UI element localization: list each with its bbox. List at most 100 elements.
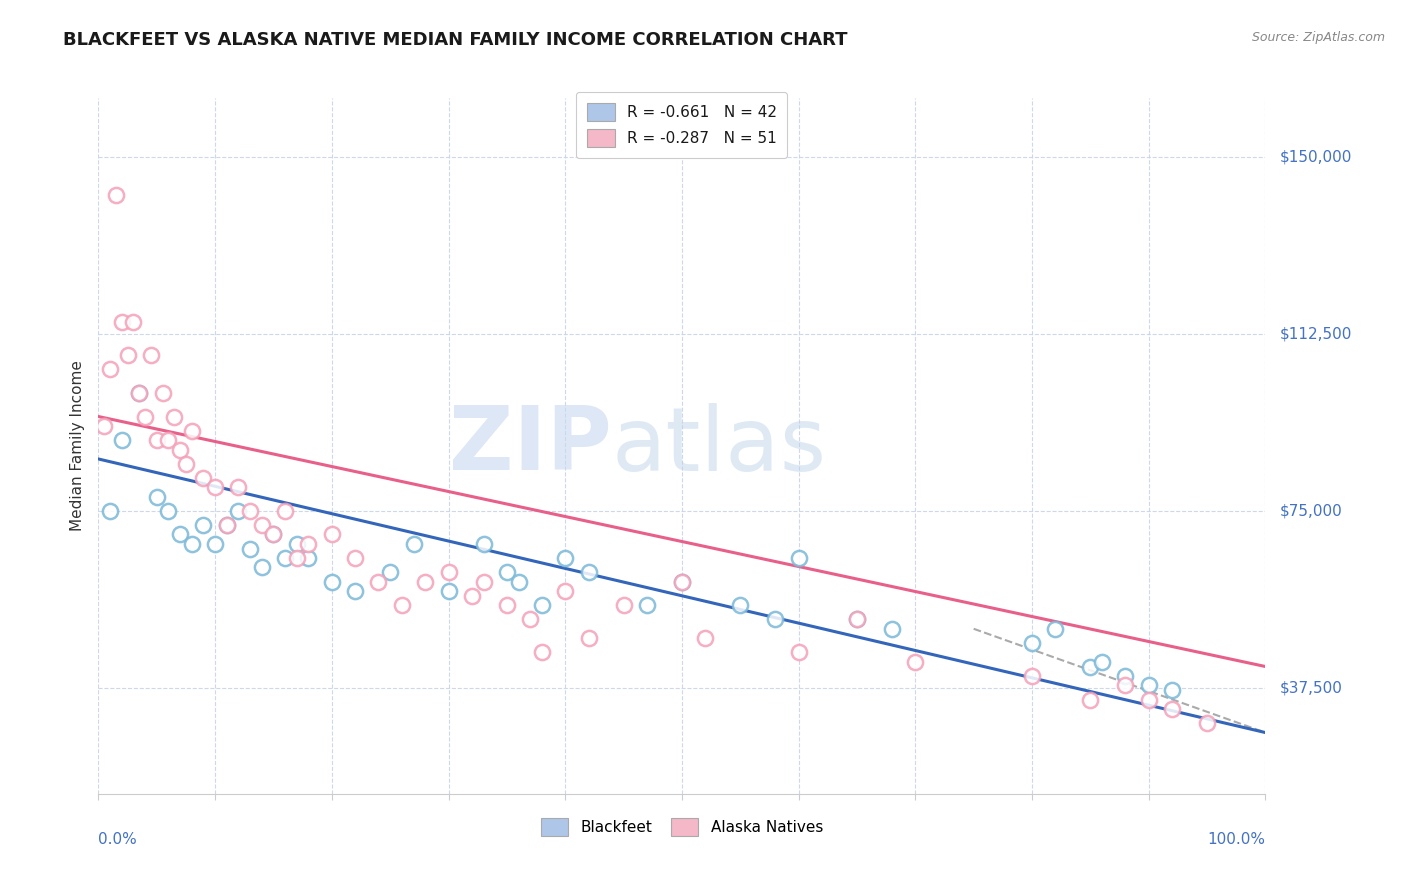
Point: [239, 541, 262, 556]
Point: [1137, 692, 1160, 706]
Point: [262, 527, 284, 541]
Point: [274, 551, 297, 566]
Point: [93, 419, 115, 434]
Point: [122, 315, 145, 329]
Point: [519, 612, 541, 626]
Point: [578, 631, 600, 645]
Point: [285, 537, 308, 551]
Point: [180, 424, 202, 438]
Point: [250, 560, 273, 574]
Point: [1114, 669, 1136, 683]
Point: [671, 574, 693, 589]
Point: [671, 574, 693, 589]
Point: [1080, 659, 1102, 673]
Point: [111, 433, 134, 447]
Point: [1114, 678, 1136, 692]
Point: [239, 504, 262, 518]
Point: [391, 598, 413, 612]
Point: [554, 551, 576, 566]
Point: [1161, 683, 1184, 698]
Text: $37,500: $37,500: [1279, 681, 1343, 695]
Point: [204, 537, 226, 551]
Point: [215, 518, 238, 533]
Text: BLACKFEET VS ALASKA NATIVE MEDIAN FAMILY INCOME CORRELATION CHART: BLACKFEET VS ALASKA NATIVE MEDIAN FAMILY…: [63, 31, 848, 49]
Point: [1091, 655, 1114, 669]
Text: atlas: atlas: [612, 402, 827, 490]
Point: [146, 433, 169, 447]
Point: [1137, 678, 1160, 692]
Point: [612, 598, 634, 612]
Point: [321, 527, 343, 541]
Point: [730, 598, 752, 612]
Point: [297, 537, 319, 551]
Point: [880, 622, 903, 636]
Point: [139, 348, 162, 362]
Point: [134, 409, 156, 424]
Text: $150,000: $150,000: [1279, 150, 1351, 165]
Text: Source: ZipAtlas.com: Source: ZipAtlas.com: [1251, 31, 1385, 45]
Point: [787, 645, 810, 659]
Point: [437, 565, 460, 579]
Point: [461, 589, 484, 603]
Point: [1045, 622, 1067, 636]
Point: [1021, 636, 1043, 650]
Point: [530, 598, 553, 612]
Point: [128, 386, 150, 401]
Text: ZIP: ZIP: [449, 402, 612, 490]
Point: [1080, 692, 1102, 706]
Point: [111, 315, 134, 329]
Point: [554, 584, 576, 599]
Point: [1021, 669, 1043, 683]
Point: [437, 584, 460, 599]
Point: [787, 551, 810, 566]
Point: [163, 409, 186, 424]
Y-axis label: Median Family Income: Median Family Income: [69, 360, 84, 532]
Point: [180, 537, 202, 551]
Point: [846, 612, 869, 626]
Point: [472, 574, 495, 589]
Text: $112,500: $112,500: [1279, 326, 1351, 342]
Point: [157, 504, 180, 518]
Point: [508, 574, 530, 589]
Point: [846, 612, 869, 626]
Point: [174, 457, 197, 471]
Point: [98, 362, 121, 376]
Point: [578, 565, 600, 579]
Point: [496, 565, 519, 579]
Point: [274, 504, 297, 518]
Point: [215, 518, 238, 533]
Point: [157, 433, 180, 447]
Point: [344, 584, 367, 599]
Legend: Blackfeet, Alaska Natives: Blackfeet, Alaska Natives: [531, 808, 832, 846]
Point: [285, 551, 308, 566]
Point: [402, 537, 425, 551]
Point: [228, 504, 250, 518]
Point: [204, 480, 226, 494]
Point: [904, 655, 927, 669]
Point: [193, 471, 215, 485]
Point: [250, 518, 273, 533]
Point: [104, 187, 127, 202]
Point: [228, 480, 250, 494]
Point: [344, 551, 367, 566]
Text: 0.0%: 0.0%: [98, 832, 138, 847]
Point: [695, 631, 717, 645]
Point: [262, 527, 284, 541]
Point: [367, 574, 389, 589]
Point: [117, 348, 139, 362]
Point: [98, 504, 121, 518]
Point: [128, 386, 150, 401]
Point: [297, 551, 319, 566]
Point: [152, 386, 174, 401]
Point: [1161, 702, 1184, 716]
Point: [636, 598, 658, 612]
Point: [763, 612, 786, 626]
Text: 100.0%: 100.0%: [1208, 832, 1265, 847]
Point: [146, 490, 169, 504]
Point: [1197, 716, 1219, 731]
Point: [321, 574, 343, 589]
Point: [496, 598, 519, 612]
Point: [472, 537, 495, 551]
Point: [530, 645, 553, 659]
Point: [169, 527, 191, 541]
